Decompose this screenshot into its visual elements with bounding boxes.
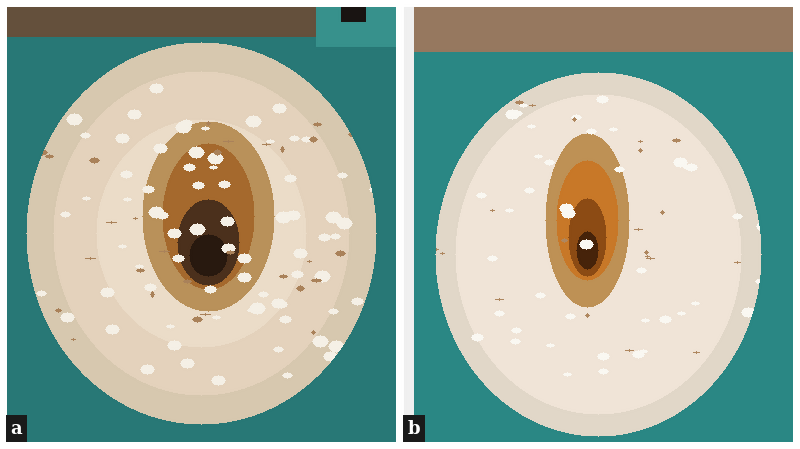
Text: b: b: [407, 419, 420, 437]
Text: a: a: [10, 419, 22, 437]
